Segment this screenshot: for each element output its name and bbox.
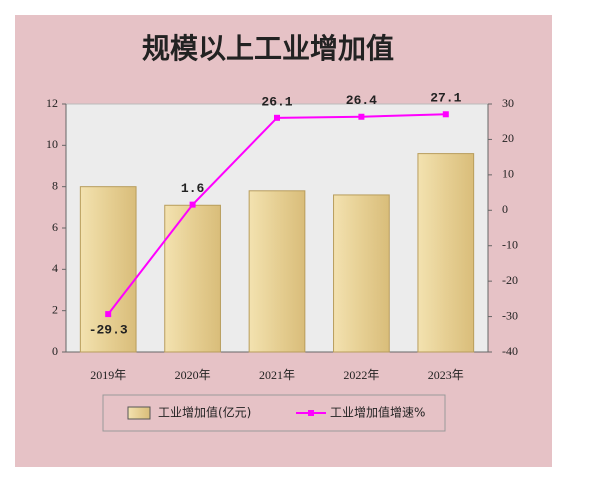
bar	[333, 194, 390, 353]
y-tick-label: 8	[52, 178, 58, 192]
y2-tick-label: -40	[502, 344, 518, 358]
data-label: 27.1	[430, 91, 461, 106]
y2-tick-label: 20	[502, 131, 514, 145]
y2-tick-label: 10	[502, 167, 514, 181]
y-tick-label: 4	[52, 261, 58, 275]
x-tick-label: 2019年	[90, 368, 126, 382]
x-tick-label: 2023年	[428, 368, 464, 382]
line-marker	[274, 114, 280, 121]
bar	[79, 186, 137, 353]
data-label: 1.6	[181, 181, 205, 196]
y-tick-label: 0	[52, 344, 58, 358]
chart-title: 规模以上工业增加值	[142, 32, 394, 65]
y2-tick-label: -20	[502, 273, 518, 287]
bar	[164, 204, 221, 353]
data-label: -29.3	[89, 323, 128, 338]
y-tick-label: 2	[52, 302, 58, 316]
legend-label: 工业增加值(亿元)	[158, 405, 251, 420]
bar	[417, 153, 475, 353]
line-marker	[442, 111, 449, 118]
x-tick-label: 2022年	[343, 368, 379, 382]
legend-label: 工业增加值增速%	[330, 405, 425, 420]
y-tick-label: 10	[46, 137, 58, 151]
y2-tick-label: -30	[502, 308, 518, 322]
y2-tick-label: -10	[502, 237, 518, 251]
x-tick-label: 2021年	[259, 368, 295, 382]
line-marker	[189, 201, 196, 208]
data-label: 26.4	[346, 93, 377, 108]
y-tick-label: 6	[52, 220, 58, 234]
x-tick-label: 2020年	[175, 368, 211, 382]
line-marker	[105, 311, 112, 318]
legend	[102, 394, 446, 432]
line-marker	[358, 113, 365, 120]
legend-swatch	[127, 406, 151, 420]
bar	[248, 190, 306, 353]
y2-tick-label: 30	[502, 96, 514, 110]
y2-tick-label: 0	[502, 202, 508, 216]
data-label: 26.1	[261, 94, 292, 109]
y-tick-label: 12	[46, 96, 58, 110]
legend-swatch	[308, 410, 314, 416]
